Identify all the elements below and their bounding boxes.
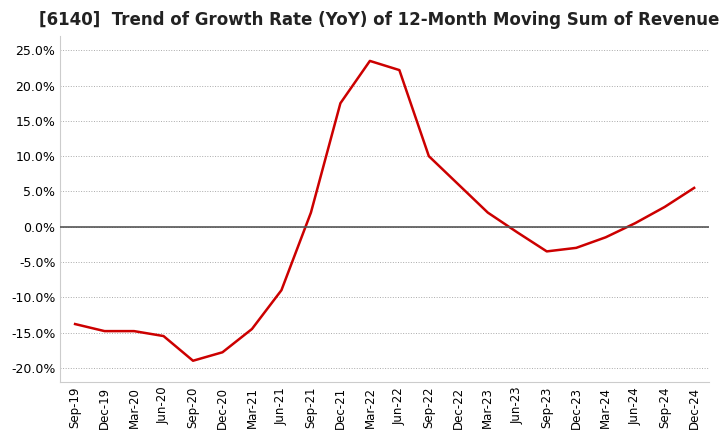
Title: [6140]  Trend of Growth Rate (YoY) of 12-Month Moving Sum of Revenues: [6140] Trend of Growth Rate (YoY) of 12-… bbox=[40, 11, 720, 29]
